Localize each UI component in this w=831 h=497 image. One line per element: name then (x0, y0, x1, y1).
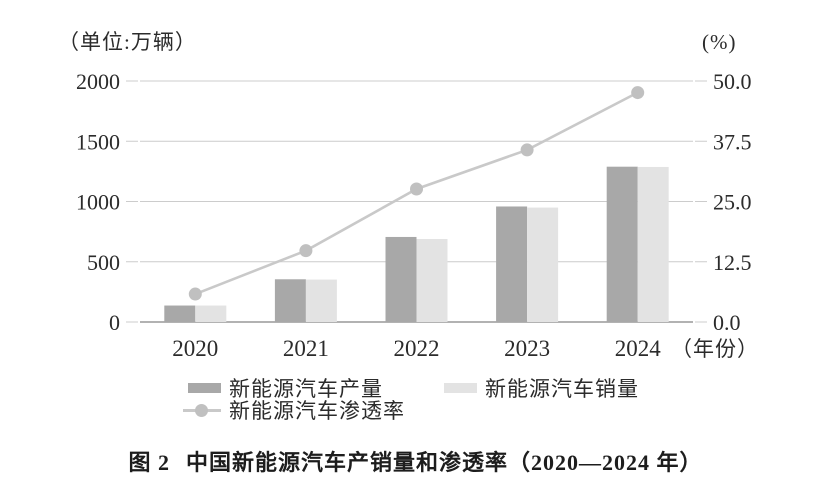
left-axis-tick-label: 0 (109, 310, 120, 335)
right-axis-tick-label: 25.0 (713, 190, 752, 215)
penetration-point (299, 244, 313, 258)
left-axis-unit-label: （单位:万辆） (58, 30, 197, 54)
production-bar (496, 206, 528, 322)
right-axis-tick-label: 50.0 (713, 69, 752, 94)
production-bar (274, 279, 306, 322)
right-axis-tick-label: 12.5 (713, 250, 752, 275)
x-axis-year-label: 2024 (615, 336, 662, 361)
production-bar (164, 305, 196, 322)
penetration-point (410, 182, 423, 196)
penetration-point (188, 287, 202, 301)
legend-label-production: 新能源汽车产量 (229, 377, 383, 401)
right-axis-tick-label: 0.0 (713, 310, 741, 335)
left-axis-tick-label: 1500 (76, 129, 120, 154)
x-axis-year-label: 2021 (283, 336, 329, 361)
left-axis-tick-label: 2000 (76, 69, 120, 94)
sales-bar (305, 279, 337, 322)
production-bar-swatch (188, 383, 221, 393)
caption-title: 中国新能源汽车产销量和渗透率（2020—2024 年） (186, 450, 703, 475)
caption-number: 图 2 (128, 450, 170, 475)
production-bar (385, 236, 417, 322)
sales-bar (527, 207, 559, 322)
x-axis-year-label: 2023 (504, 336, 550, 361)
x-axis-year-label: 2020 (172, 336, 218, 361)
combo-bar-line-chart: 0 0.0 500 12.5 1000 25.0 1500 37.5 2000 50.0 2020 2… (76, 69, 759, 361)
legend-item-penetration: 新能源汽车渗透率 (183, 395, 405, 425)
penetration-dot-icon (195, 403, 208, 417)
x-axis-year-label: 2022 (394, 336, 440, 361)
legend-item-sales: 新能源汽车销量 (444, 373, 639, 403)
penetration-point (520, 143, 534, 157)
sales-bar (195, 305, 227, 322)
sales-bar-swatch (444, 383, 477, 393)
right-axis-unit-label: (%) (702, 30, 737, 54)
legend-item-production: 新能源汽车产量 (188, 373, 383, 403)
left-axis-tick-label: 500 (87, 250, 120, 275)
legend-label-penetration: 新能源汽车渗透率 (229, 399, 405, 423)
penetration-line-swatch (183, 403, 221, 417)
penetration-point (631, 86, 645, 100)
sales-bar (416, 239, 448, 322)
legend-label-sales: 新能源汽车销量 (485, 377, 639, 401)
figure-caption: 图 2 中国新能源汽车产销量和渗透率（2020—2024 年） (0, 445, 831, 477)
x-axis-suffix-label: （年份） (671, 337, 759, 361)
sales-bar (637, 166, 669, 322)
production-bar (606, 166, 638, 322)
left-axis-tick-label: 1000 (76, 190, 120, 215)
right-axis-tick-label: 37.5 (713, 129, 752, 154)
